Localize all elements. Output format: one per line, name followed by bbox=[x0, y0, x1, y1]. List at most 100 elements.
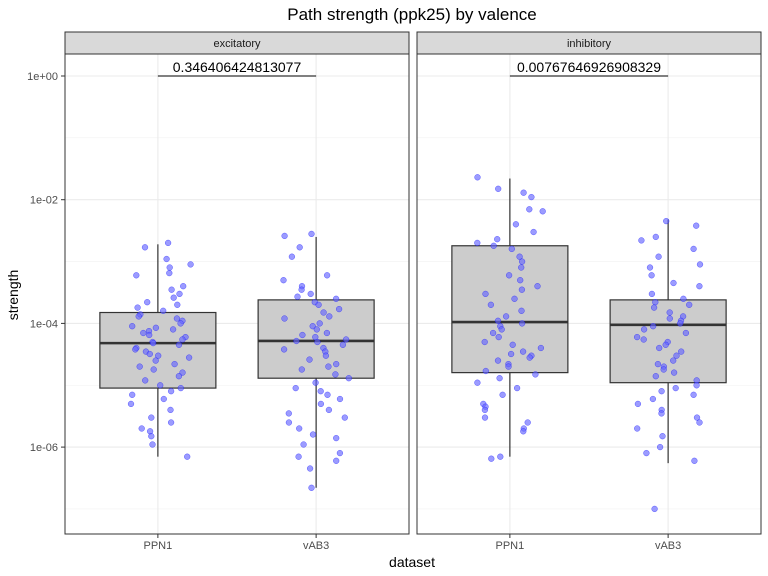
data-point bbox=[494, 357, 502, 364]
data-point bbox=[518, 258, 526, 265]
data-point bbox=[307, 290, 314, 298]
y-tick-label: 1e-06 bbox=[30, 442, 58, 454]
data-point bbox=[686, 301, 693, 308]
data-point bbox=[656, 344, 663, 352]
data-point bbox=[678, 348, 685, 355]
data-point bbox=[142, 377, 149, 384]
data-point bbox=[134, 304, 141, 311]
data-point bbox=[325, 406, 333, 414]
points-PPN1 bbox=[474, 174, 546, 462]
data-point bbox=[155, 352, 162, 359]
data-point bbox=[132, 346, 139, 353]
data-point bbox=[474, 239, 481, 247]
data-point bbox=[281, 315, 288, 322]
data-point bbox=[693, 382, 700, 389]
data-point bbox=[640, 336, 647, 343]
data-point bbox=[141, 244, 149, 251]
data-point bbox=[298, 366, 305, 373]
data-point bbox=[648, 290, 656, 298]
data-point bbox=[512, 221, 520, 228]
data-point bbox=[670, 357, 677, 364]
data-point bbox=[296, 425, 303, 432]
box-iqr bbox=[99, 311, 217, 389]
data-point bbox=[507, 350, 515, 358]
data-point bbox=[646, 264, 654, 271]
data-point bbox=[317, 388, 324, 395]
data-point bbox=[323, 329, 331, 337]
data-point bbox=[317, 400, 325, 408]
data-point bbox=[672, 384, 679, 392]
data-point bbox=[520, 189, 527, 196]
data-point bbox=[487, 301, 495, 308]
data-point bbox=[325, 363, 332, 370]
data-point bbox=[163, 255, 170, 263]
data-point bbox=[649, 395, 657, 403]
data-point bbox=[177, 384, 184, 392]
data-point bbox=[336, 395, 344, 403]
data-point bbox=[150, 366, 157, 373]
data-point bbox=[652, 299, 659, 306]
data-point bbox=[663, 217, 670, 225]
data-point bbox=[696, 261, 704, 268]
data-point bbox=[140, 329, 147, 337]
facets-layer: 1e+00 1e-02 1e-04 1e-06 excitatory 0.34640642… bbox=[27, 31, 762, 552]
data-point bbox=[670, 279, 677, 287]
data-point bbox=[174, 301, 181, 308]
data-point bbox=[652, 373, 659, 380]
data-point bbox=[518, 307, 525, 314]
panel-border bbox=[64, 53, 410, 535]
data-point bbox=[660, 366, 667, 373]
data-point bbox=[693, 414, 701, 421]
data-point bbox=[167, 406, 174, 414]
data-point bbox=[666, 315, 673, 322]
data-point bbox=[309, 431, 317, 438]
data-point bbox=[534, 283, 541, 290]
data-point bbox=[167, 419, 175, 426]
data-point bbox=[152, 324, 160, 331]
data-point bbox=[649, 323, 657, 330]
data-point bbox=[179, 336, 186, 343]
data-point bbox=[505, 363, 512, 370]
data-point bbox=[482, 290, 489, 298]
data-point bbox=[320, 309, 327, 316]
data-point bbox=[176, 290, 183, 298]
data-point bbox=[342, 336, 350, 343]
y-tick-label: 1e-04 bbox=[30, 318, 58, 330]
data-point bbox=[335, 305, 343, 313]
y-axis-title: strength bbox=[5, 270, 21, 321]
data-point bbox=[285, 410, 292, 417]
data-point bbox=[164, 239, 172, 247]
data-point bbox=[511, 295, 518, 302]
data-point bbox=[166, 264, 173, 271]
data-point bbox=[308, 230, 315, 238]
data-point bbox=[490, 242, 497, 249]
data-point bbox=[166, 269, 173, 277]
pvalue-label: 0.346406424813077 bbox=[173, 59, 302, 75]
data-point bbox=[345, 375, 352, 382]
data-point bbox=[655, 253, 662, 260]
data-point bbox=[662, 341, 669, 348]
data-point bbox=[648, 272, 655, 279]
data-point bbox=[696, 419, 703, 426]
data-point bbox=[133, 272, 140, 279]
data-point bbox=[656, 443, 664, 451]
data-point bbox=[293, 337, 300, 345]
data-point bbox=[136, 363, 143, 370]
data-point bbox=[666, 309, 673, 316]
panel-border bbox=[416, 53, 762, 535]
data-point bbox=[520, 428, 527, 435]
data-point bbox=[634, 400, 642, 408]
data-point bbox=[135, 313, 142, 320]
data-point bbox=[315, 301, 322, 308]
data-point bbox=[312, 379, 319, 386]
data-point bbox=[518, 264, 525, 271]
facet-panel-inhibitory: inhibitory 0.00767646926908329 PPN1 vAB3 bbox=[416, 31, 762, 552]
x-tick-label: vAB3 bbox=[655, 540, 681, 552]
data-point bbox=[323, 272, 331, 279]
data-point bbox=[532, 371, 539, 378]
data-point bbox=[150, 339, 157, 347]
panel-background bbox=[65, 54, 409, 534]
data-point bbox=[638, 237, 645, 244]
data-point bbox=[633, 333, 641, 341]
